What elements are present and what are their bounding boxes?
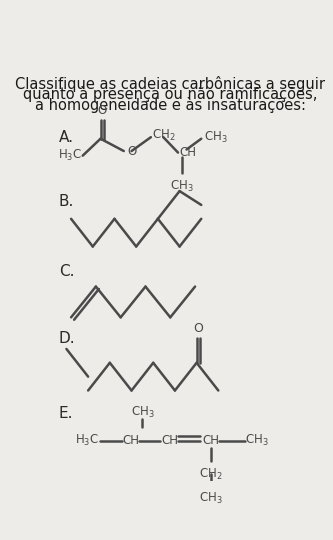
Text: a homogeneidade e às insaturações:: a homogeneidade e às insaturações: [35, 97, 306, 113]
Text: CH: CH [161, 434, 178, 447]
Text: $\mathregular{CH_3}$: $\mathregular{CH_3}$ [203, 130, 227, 145]
Text: A.: A. [59, 131, 74, 145]
Text: $\mathregular{CH_3}$: $\mathregular{CH_3}$ [170, 179, 194, 194]
Text: O: O [193, 322, 203, 335]
Text: $\mathregular{CH_3}$: $\mathregular{CH_3}$ [131, 406, 154, 421]
Text: D.: D. [59, 330, 75, 346]
Text: quanto à presença ou não ramificações,: quanto à presença ou não ramificações, [23, 86, 317, 103]
Text: E.: E. [59, 406, 73, 421]
Text: $\mathregular{CH_3}$: $\mathregular{CH_3}$ [245, 433, 269, 448]
Text: CH: CH [122, 434, 139, 447]
Text: $\mathregular{CH_3}$: $\mathregular{CH_3}$ [199, 491, 222, 507]
Text: CH: CH [179, 146, 196, 159]
Text: CH: CH [202, 434, 219, 447]
Text: B.: B. [59, 194, 74, 210]
Text: $\mathregular{H_3C}$: $\mathregular{H_3C}$ [58, 148, 82, 163]
Text: O: O [128, 145, 137, 158]
Text: O: O [98, 104, 107, 117]
Text: $\mathregular{H_3C}$: $\mathregular{H_3C}$ [75, 433, 99, 448]
Text: $\mathregular{CH_2}$: $\mathregular{CH_2}$ [153, 128, 176, 143]
Text: Classifique as cadeias carbônicas a seguir: Classifique as cadeias carbônicas a segu… [15, 76, 325, 92]
Text: $\mathregular{CH_2}$: $\mathregular{CH_2}$ [199, 467, 222, 482]
Text: C.: C. [59, 264, 74, 279]
